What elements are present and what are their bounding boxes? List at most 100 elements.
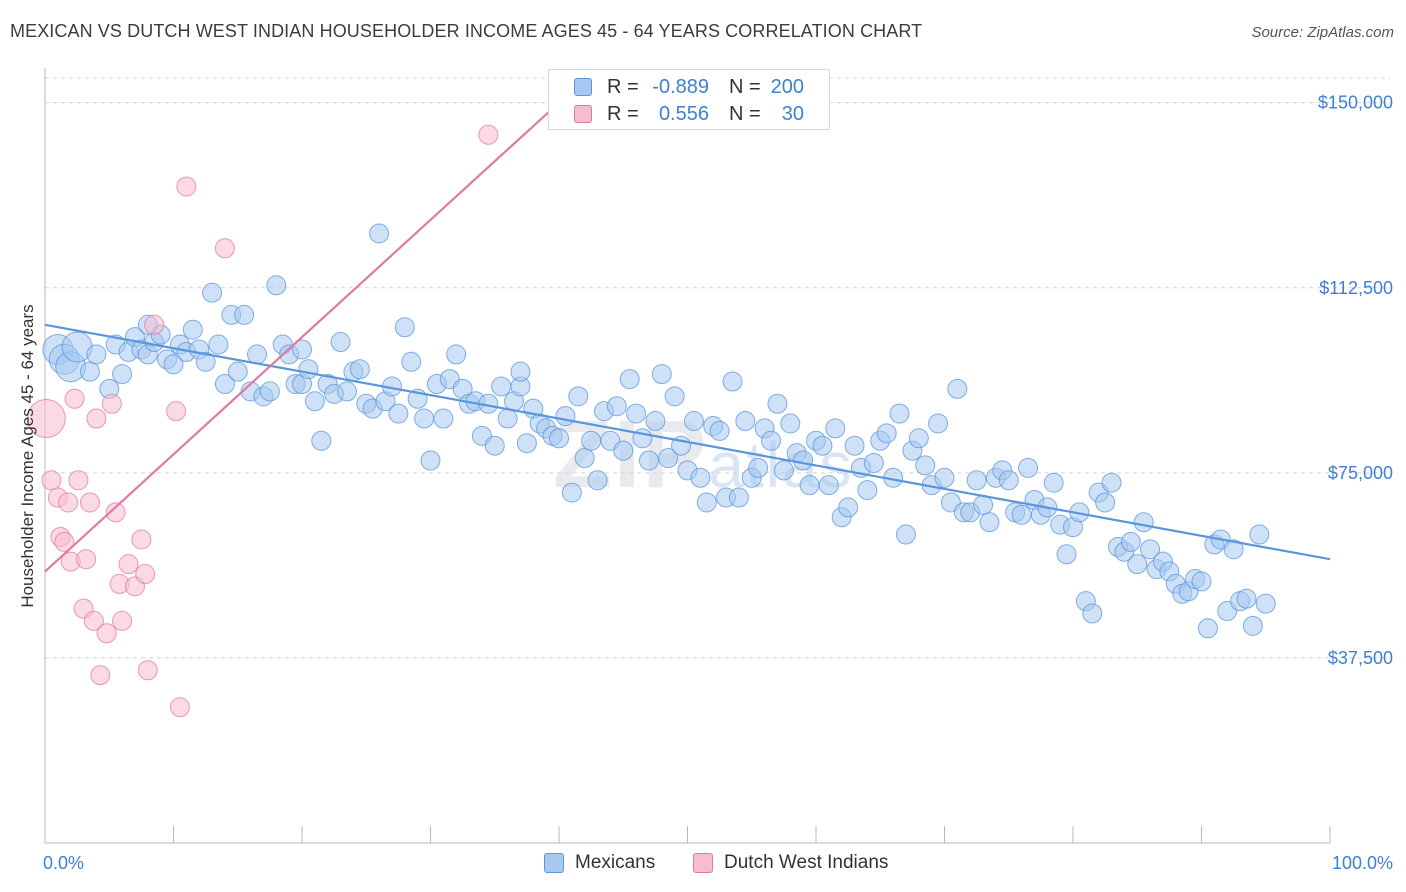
mexicans-point	[561, 482, 582, 503]
mexicans-point	[908, 428, 929, 449]
mexicans-point	[1095, 492, 1116, 513]
dutch-west-indians-point	[96, 623, 117, 644]
dutch-west-indians-point	[144, 314, 165, 335]
source-credit: Source: ZipAtlas.com	[1251, 24, 1394, 41]
mexicans-point	[928, 413, 949, 434]
mexicans-trend-line	[44, 323, 1331, 561]
dutch-west-indians-point	[169, 697, 190, 718]
legend-n-value: 200	[770, 76, 804, 98]
chart-title: MEXICAN VS DUTCH WEST INDIAN HOUSEHOLDER…	[10, 21, 923, 41]
mexicans-point	[696, 492, 717, 513]
mexicans-point	[195, 351, 216, 372]
legend-r-value: 0.556	[658, 103, 709, 125]
dutch-west-indians-trend-line	[44, 101, 560, 573]
legend-r-label: R =	[607, 103, 639, 125]
dutch-west-indians-point	[83, 610, 104, 631]
y-tick-label: $112,500	[1319, 278, 1393, 298]
mexicans-point	[606, 396, 627, 417]
y-axis-label: Householder Income Ages 45 - 64 years	[18, 304, 37, 607]
mexicans-point	[349, 359, 370, 380]
dutch-west-indians-point	[54, 531, 75, 552]
x-tick-label: 100.0%	[1332, 853, 1393, 873]
mexicans-point	[202, 282, 223, 303]
mexicans-point	[793, 450, 814, 471]
legend-r-label: R =	[607, 76, 639, 98]
mexicans-point	[446, 344, 467, 365]
mexicans-point	[1082, 603, 1103, 624]
legend-swatch-mexicans	[544, 853, 564, 873]
y-tick-labels: $37,500 $75,000 $112,500 $150,000	[1318, 93, 1393, 668]
legend-n-label: N =	[729, 76, 761, 98]
dutch-west-indians-point	[105, 502, 126, 523]
legend-label-dutch-west-indians: Dutch West Indians	[724, 852, 889, 873]
mexicans-point	[336, 381, 357, 402]
mexicans-point	[613, 440, 634, 461]
mexicans-point	[735, 411, 756, 432]
mexicans-point	[934, 467, 955, 488]
dutch-west-indians-point	[137, 660, 158, 681]
dutch-west-indians-point	[41, 470, 62, 491]
dutch-west-indians-point	[68, 470, 89, 491]
mexicans-point	[728, 487, 749, 508]
mexicans-point	[799, 475, 820, 496]
series-dutch-west-indians	[26, 124, 499, 718]
mexicans-point	[208, 334, 229, 355]
mexicans-point	[748, 457, 769, 478]
mexicans-point	[844, 435, 865, 456]
mexicans-point	[818, 475, 839, 496]
mexicans-point	[1127, 554, 1148, 575]
mexicans-point	[484, 435, 505, 456]
series-mexicans	[42, 223, 1276, 639]
legend-r-value: -0.889	[652, 76, 709, 98]
mexicans-point	[658, 448, 679, 469]
dutch-west-indians-point	[135, 564, 156, 585]
y-tick-label: $75,000	[1328, 463, 1393, 483]
mexicans-point	[516, 433, 537, 454]
legend-swatch-dutch-west-indians	[693, 853, 713, 873]
mexicans-point	[664, 386, 685, 407]
mexicans-point	[292, 339, 312, 360]
dutch-west-indians-point	[176, 176, 197, 197]
mexicans-point	[722, 371, 743, 392]
mexicans-point	[388, 403, 409, 424]
y-tick-label: $37,500	[1328, 648, 1393, 668]
mexicans-point	[1223, 539, 1244, 560]
mexicans-point	[1101, 472, 1122, 493]
mexicans-point	[979, 512, 1000, 533]
mexicans-point	[709, 420, 730, 441]
mexicans-point	[889, 403, 910, 424]
mexicans-point	[86, 344, 107, 365]
mexicans-point	[394, 317, 415, 338]
dutch-west-indians-point	[112, 610, 133, 631]
mexicans-point	[947, 378, 968, 399]
mexicans-point	[163, 354, 184, 375]
mexicans-point	[311, 430, 332, 451]
legend-swatch-dutch-west-indians	[574, 105, 592, 123]
mexicans-point	[227, 361, 248, 382]
mexicans-point	[1011, 504, 1032, 525]
mexicans-point	[857, 480, 878, 501]
x-tick-labels: 0.0% 100.0%	[43, 853, 1393, 873]
dutch-west-indians-point	[26, 399, 66, 439]
mexicans-point	[895, 524, 916, 545]
mexicans-point	[825, 418, 846, 439]
dutch-west-indians-point	[76, 549, 97, 570]
mexicans-point	[1043, 472, 1064, 493]
mexicans-point	[568, 386, 589, 407]
dutch-west-indians-point	[118, 554, 139, 575]
mexicans-point	[1018, 457, 1039, 478]
mexicans-point	[812, 435, 833, 456]
mexicans-point	[1242, 615, 1263, 636]
dutch-west-indians-point	[131, 529, 152, 550]
mexicans-point	[645, 411, 666, 432]
mexicans-point	[876, 423, 897, 444]
mexicans-point	[651, 364, 672, 385]
legend-n-value: 30	[781, 103, 804, 125]
mexicans-point	[234, 304, 255, 325]
mexicans-point	[638, 450, 659, 471]
mexicans-point	[1056, 544, 1077, 565]
mexicans-point	[1197, 618, 1218, 639]
mexicans-point	[214, 374, 235, 394]
trend-lines	[44, 101, 1331, 573]
